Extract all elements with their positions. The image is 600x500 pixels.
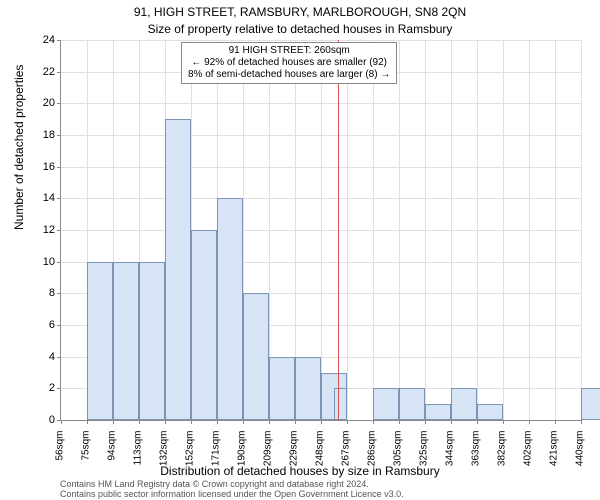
histogram-bar [113,262,139,420]
x-tick-mark [373,420,374,424]
y-tick-mark [57,167,61,168]
y-tick-label: 14 [25,192,55,204]
y-tick-label: 4 [25,351,55,363]
y-axis-label: Number of detached properties [12,65,26,230]
y-tick-mark [57,388,61,389]
annotation-line3: 8% of semi-detached houses are larger (8… [188,69,390,81]
y-tick-label: 2 [25,382,55,394]
y-tick-mark [57,40,61,41]
y-tick-mark [57,293,61,294]
gridline-v [529,40,530,420]
y-tick-label: 10 [25,256,55,268]
histogram-bar [399,388,425,420]
chart-container: 91, HIGH STREET, RAMSBURY, MARLBOROUGH, … [0,0,600,500]
plot-area: 91 HIGH STREET: 260sqm ← 92% of detached… [60,40,581,421]
gridline-v [321,40,322,420]
credit-line2: Contains public sector information licen… [60,489,404,499]
x-tick-mark [555,420,556,424]
x-tick-mark [295,420,296,424]
x-axis-label: Distribution of detached houses by size … [0,464,600,478]
histogram-bar [217,198,243,420]
histogram-bar [295,357,321,420]
y-tick-mark [57,72,61,73]
marker-line [338,40,339,420]
y-tick-label: 12 [25,224,55,236]
y-tick-label: 20 [25,97,55,109]
x-tick-mark [269,420,270,424]
y-tick-mark [57,325,61,326]
x-tick-mark [399,420,400,424]
histogram-bar [243,293,269,420]
chart-title-sub: Size of property relative to detached ho… [0,22,600,36]
y-tick-label: 24 [25,34,55,46]
y-tick-label: 16 [25,161,55,173]
x-tick-mark [165,420,166,424]
histogram-bar [477,404,503,420]
histogram-bar [165,119,191,420]
y-tick-label: 8 [25,287,55,299]
histogram-bar [269,357,295,420]
histogram-bar [425,404,451,420]
y-tick-mark [57,103,61,104]
histogram-bar [139,262,165,420]
x-tick-mark [87,420,88,424]
histogram-bar [334,388,347,420]
gridline-v [451,40,452,420]
x-tick-mark [477,420,478,424]
histogram-bar [581,388,600,420]
x-tick-mark [61,420,62,424]
gridline-v [555,40,556,420]
y-tick-mark [57,357,61,358]
x-tick-mark [321,420,322,424]
annotation-line1: 91 HIGH STREET: 260sqm [188,45,390,57]
gridline-v [581,40,582,420]
histogram-bar [373,388,399,420]
annotation-line2: ← 92% of detached houses are smaller (92… [188,57,390,69]
x-tick-mark [139,420,140,424]
gridline-v [373,40,374,420]
x-tick-mark [425,420,426,424]
histogram-bar [191,230,217,420]
gridline-v [503,40,504,420]
x-tick-mark [451,420,452,424]
x-tick-mark [503,420,504,424]
y-tick-label: 0 [25,414,55,426]
chart-title-main: 91, HIGH STREET, RAMSBURY, MARLBOROUGH, … [0,5,600,19]
x-tick-mark [217,420,218,424]
gridline-v [425,40,426,420]
y-tick-label: 18 [25,129,55,141]
y-tick-mark [57,135,61,136]
x-tick-mark [347,420,348,424]
y-tick-mark [57,230,61,231]
y-tick-label: 22 [25,66,55,78]
y-tick-mark [57,262,61,263]
credit-text: Contains HM Land Registry data © Crown c… [60,479,404,499]
x-tick-mark [529,420,530,424]
histogram-bar [87,262,113,420]
gridline-v [477,40,478,420]
x-tick-mark [191,420,192,424]
x-tick-mark [243,420,244,424]
y-tick-label: 6 [25,319,55,331]
x-tick-mark [113,420,114,424]
credit-line1: Contains HM Land Registry data © Crown c… [60,479,404,489]
annotation-box: 91 HIGH STREET: 260sqm ← 92% of detached… [181,42,397,84]
y-tick-mark [57,198,61,199]
x-tick-mark [581,420,582,424]
gridline-v [347,40,348,420]
gridline-v [399,40,400,420]
histogram-bar [451,388,477,420]
